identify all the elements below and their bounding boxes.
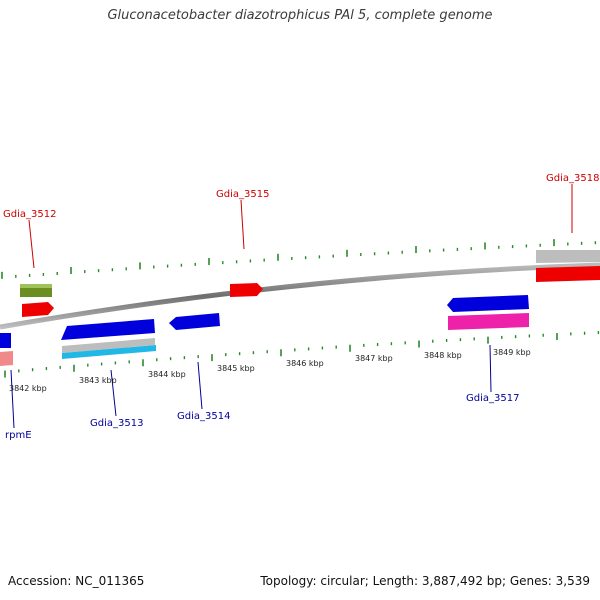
gene-arrow[interactable] [0,351,13,366]
gene-arrow[interactable] [536,250,600,263]
gene-arrow[interactable] [536,266,600,282]
forward-genes [20,250,600,317]
gene-arrow[interactable] [448,313,529,330]
outer-tick-ring [1,239,597,279]
gene-arrow[interactable] [169,313,220,330]
kbp-label: 3846 kbp [286,359,324,368]
inner-tick-ring [4,331,600,378]
gene-labels: Gdia_3512 Gdia_3515 Gdia_3518 rpmE Gdia_… [3,173,599,441]
gene-arrow[interactable] [447,295,529,312]
genome-title: Gluconacetobacter diazotrophicus PAl 5, … [107,8,493,23]
gene-label-gdia-3515[interactable]: Gdia_3515 [216,189,269,200]
kbp-label: 3849 kbp [493,348,531,357]
gene-label-rpme[interactable]: rpmE [5,430,32,441]
reverse-genes [0,295,529,366]
kbp-label: 3845 kbp [217,364,255,373]
kbp-label: 3847 kbp [355,354,393,363]
gene-label-gdia-3512[interactable]: Gdia_3512 [3,209,56,220]
kbp-label: 3848 kbp [424,351,462,360]
kbp-label: 3843 kbp [79,376,117,385]
label-leaders [10,184,573,429]
kbp-labels: 3842 kbp 3843 kbp 3844 kbp 3845 kbp 3846… [9,348,531,393]
gene-arrow[interactable] [0,333,11,348]
gene-label-gdia-3513[interactable]: Gdia_3513 [90,418,143,429]
gene-arrow[interactable] [62,345,156,359]
gene-label-gdia-3514[interactable]: Gdia_3514 [177,411,230,422]
genome-backbone [0,262,600,330]
kbp-label: 3844 kbp [148,370,186,379]
gene-arrow[interactable] [62,338,155,353]
genome-stats-text: Topology: circular; Length: 3,887,492 bp… [260,574,590,588]
gene-arrow[interactable] [230,283,263,297]
gene-label-gdia-3518[interactable]: Gdia_3518 [546,173,599,184]
gene-arrow[interactable] [61,319,155,340]
kbp-label: 3842 kbp [9,384,47,393]
gene-highlight [20,284,52,288]
gene-label-gdia-3517[interactable]: Gdia_3517 [466,393,519,404]
gene-arrow[interactable] [22,302,54,317]
accession-text: Accession: NC_011365 [8,574,145,588]
